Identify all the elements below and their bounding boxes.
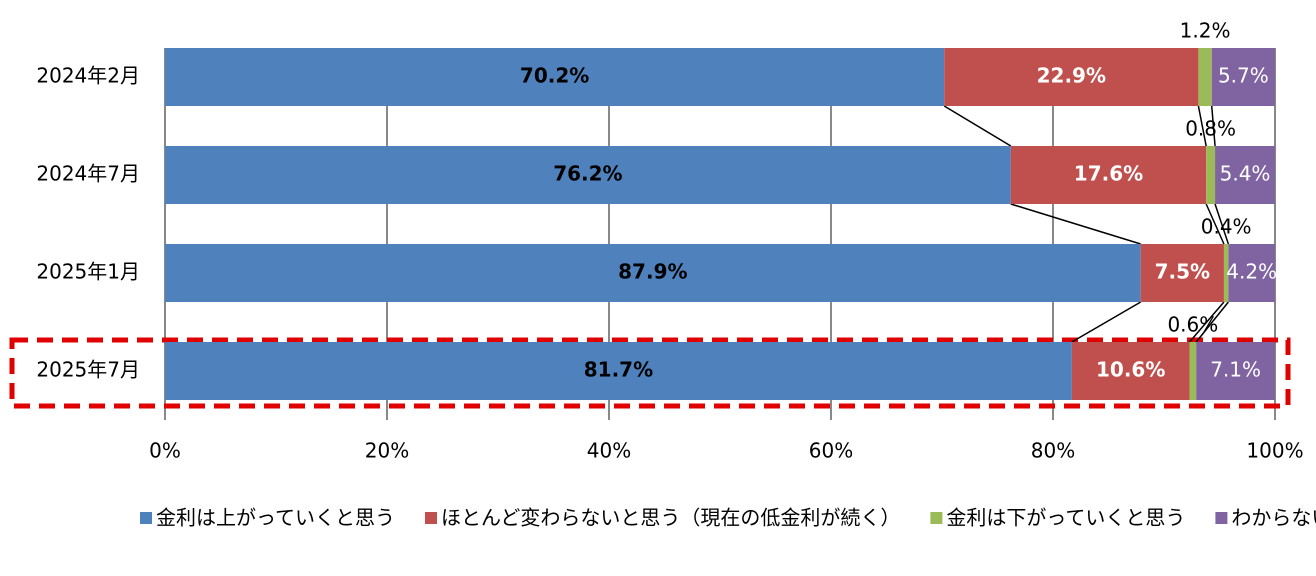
bar-segment <box>1206 146 1216 204</box>
value-label: 0.4% <box>1201 215 1252 239</box>
x-tick-label: 0% <box>149 439 181 463</box>
value-label: 0.8% <box>1185 117 1236 141</box>
bar-segment <box>165 146 1011 204</box>
series-line <box>1071 301 1142 343</box>
x-tick-label: 100% <box>1246 439 1303 463</box>
x-tick-label: 80% <box>1031 439 1075 463</box>
value-label: 17.6% <box>1074 162 1143 186</box>
legend-label: 金利は上がっていくと思う <box>156 506 395 530</box>
legend-swatch <box>425 512 437 524</box>
value-label: 1.2% <box>1180 19 1231 43</box>
bar-segment <box>1196 342 1275 400</box>
series-line <box>1010 203 1141 245</box>
y-tick-label: 2025年1月 <box>36 260 140 284</box>
series-line <box>1214 203 1230 245</box>
bar-segment <box>1071 342 1190 400</box>
value-label: 22.9% <box>1037 64 1106 88</box>
series-line <box>1210 105 1216 147</box>
legend-label: 金利は下がっていくと思う <box>946 506 1185 530</box>
bar-segment <box>944 48 1199 106</box>
value-label: 4.2% <box>1226 260 1277 284</box>
y-tick-label: 2025年7月 <box>36 358 140 382</box>
value-label: 5.7% <box>1218 64 1269 88</box>
bar-segment <box>1211 48 1275 106</box>
value-label: 87.9% <box>618 260 687 284</box>
value-label: 70.2% <box>520 64 589 88</box>
bar-segment <box>1223 244 1229 302</box>
legend-swatch <box>1215 512 1228 524</box>
series-line <box>943 105 1012 147</box>
value-label: 81.7% <box>584 358 653 382</box>
value-label: 7.5% <box>1155 260 1210 284</box>
bar-segment <box>1140 244 1224 302</box>
bar-segment <box>1010 146 1207 204</box>
series-line <box>1197 105 1207 147</box>
legend-label: ほとんど変わらないと思う（現在の低金利が続く） <box>441 506 900 530</box>
series-line <box>1195 301 1229 343</box>
value-label: 5.4% <box>1220 162 1271 186</box>
bar-segment <box>165 48 945 106</box>
highlight-box <box>9 337 1291 409</box>
bar-segment <box>1189 342 1197 400</box>
y-tick-label: 2024年2月 <box>36 64 140 88</box>
x-tick-label: 60% <box>809 439 853 463</box>
bar-segment <box>1198 48 1212 106</box>
legend-swatch <box>930 512 943 524</box>
x-tick-label: 20% <box>365 439 409 463</box>
value-label: 7.1% <box>1210 358 1261 382</box>
bar-segment <box>165 342 1072 400</box>
legend-swatch <box>140 512 152 524</box>
legend-label: わからない <box>1231 506 1316 530</box>
bar-segment <box>1228 244 1275 302</box>
bar-segment <box>1215 146 1275 204</box>
x-tick-label: 40% <box>587 439 631 463</box>
series-line <box>1188 301 1225 343</box>
value-label: 10.6% <box>1096 358 1165 382</box>
value-label: 76.2% <box>553 162 622 186</box>
bar-segment <box>165 244 1141 302</box>
value-label: 0.6% <box>1167 313 1218 337</box>
y-tick-label: 2024年7月 <box>36 162 140 186</box>
series-line <box>1205 203 1225 245</box>
